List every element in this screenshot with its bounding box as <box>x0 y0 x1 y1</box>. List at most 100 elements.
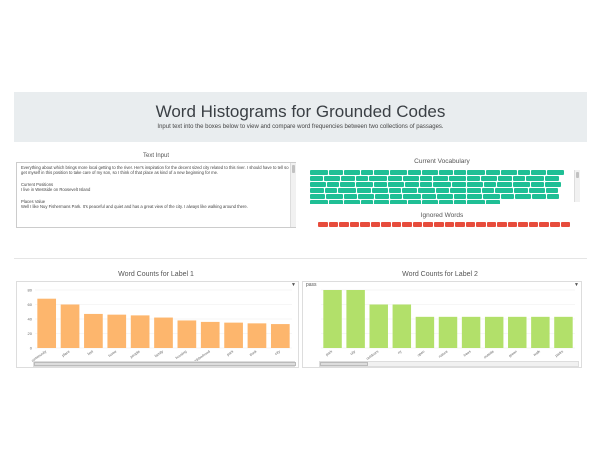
ignored-chip[interactable] <box>370 222 381 227</box>
vocabulary-chip[interactable] <box>433 182 451 187</box>
vocabulary-chip[interactable] <box>310 200 328 204</box>
vocabulary-chip[interactable] <box>369 176 387 181</box>
vocabulary-chip[interactable] <box>486 170 500 175</box>
vocabulary-chip[interactable] <box>420 176 432 181</box>
chart2-hscroll[interactable] <box>319 361 579 367</box>
chart2-dropdown-caret-icon[interactable]: ▼ <box>574 282 579 288</box>
bar[interactable] <box>84 313 103 348</box>
bar[interactable] <box>392 304 412 349</box>
vocabulary-chip[interactable] <box>497 182 512 187</box>
vocabulary-chip[interactable] <box>486 200 500 204</box>
vocabulary-chip[interactable] <box>467 170 485 175</box>
vocabulary-chip[interactable] <box>418 188 435 193</box>
vocabulary-chip[interactable] <box>547 170 564 175</box>
vocabulary-chip[interactable] <box>498 176 512 181</box>
vocabulary-chip[interactable] <box>513 182 530 187</box>
ignored-chip[interactable] <box>412 222 423 227</box>
vocabulary-chip[interactable] <box>408 200 421 204</box>
vocabulary-chip[interactable] <box>329 200 343 204</box>
vocabulary-chip[interactable] <box>467 194 482 199</box>
bar[interactable] <box>531 316 550 348</box>
vocabulary-chip[interactable] <box>422 200 438 204</box>
vocabulary-chip[interactable] <box>390 200 407 204</box>
vocabulary-chip[interactable] <box>532 194 546 199</box>
ignored-chip[interactable] <box>349 222 360 227</box>
vocabulary-chip[interactable] <box>547 194 559 199</box>
vocabulary-chip[interactable] <box>310 182 326 187</box>
vocabulary-chip[interactable] <box>449 176 466 181</box>
chart1-dropdown-caret-icon[interactable]: ▼ <box>291 282 296 288</box>
bar[interactable] <box>37 298 57 348</box>
vocabulary-chip[interactable] <box>374 182 387 187</box>
vocabulary-chip[interactable] <box>388 182 404 187</box>
bar[interactable] <box>484 316 504 348</box>
vocabulary-chip[interactable] <box>356 182 373 187</box>
bar[interactable] <box>438 316 458 348</box>
ignored-chip[interactable] <box>486 222 497 227</box>
vocabulary-chip[interactable] <box>452 182 466 187</box>
vocabulary-chip[interactable] <box>390 170 407 175</box>
bar[interactable] <box>224 322 243 348</box>
vocabulary-chip[interactable] <box>402 188 417 193</box>
vocabulary-chip[interactable] <box>341 176 355 181</box>
vocabulary-chip[interactable] <box>481 176 497 181</box>
vocabulary-chip[interactable] <box>467 176 480 181</box>
vocabulary-chip[interactable] <box>467 200 485 204</box>
bar[interactable] <box>247 323 267 348</box>
bar[interactable] <box>369 304 388 349</box>
vocabulary-chip[interactable] <box>375 194 389 199</box>
chart1-hscroll[interactable] <box>33 361 296 367</box>
vocabulary-chip[interactable] <box>356 176 368 181</box>
ignored-chip[interactable] <box>402 222 412 227</box>
vocabulary-chip[interactable] <box>439 170 453 175</box>
vocabulary-chip[interactable] <box>515 194 531 199</box>
bar[interactable] <box>346 290 365 348</box>
ignored-chip[interactable] <box>507 222 518 227</box>
bar[interactable] <box>200 321 220 348</box>
vocabulary-chip[interactable] <box>531 170 546 175</box>
ignored-chip[interactable] <box>455 222 465 227</box>
ignored-chip[interactable] <box>318 222 328 227</box>
vocabulary-chip[interactable] <box>518 170 530 175</box>
vocabulary-chip[interactable] <box>374 200 389 204</box>
vocabulary-chip[interactable] <box>403 194 421 199</box>
vocabulary-chip[interactable] <box>390 194 402 199</box>
vocabulary-chip[interactable] <box>310 176 323 181</box>
vocabulary-chip[interactable] <box>545 182 561 187</box>
vocabulary-chip[interactable] <box>546 188 558 193</box>
vocabulary-chip[interactable] <box>344 200 360 204</box>
ignored-chip[interactable] <box>423 222 434 227</box>
vocabulary-chip[interactable] <box>324 176 340 181</box>
vocabulary-chip[interactable] <box>344 170 360 175</box>
bar[interactable] <box>107 314 127 348</box>
ignored-chip[interactable] <box>381 222 391 227</box>
vocabulary-chip[interactable] <box>389 188 401 193</box>
vocabulary-chip[interactable] <box>467 188 481 193</box>
vocabulary-chip[interactable] <box>344 194 357 199</box>
vocabulary-chip[interactable] <box>501 194 514 199</box>
text-input-scrollbar[interactable] <box>290 163 296 227</box>
ignored-chip[interactable] <box>391 222 402 227</box>
vocabulary-chip[interactable] <box>484 182 496 187</box>
vocabulary-chip[interactable] <box>422 194 436 199</box>
vocabulary-chip[interactable] <box>325 188 337 193</box>
vocabulary-chip[interactable] <box>357 188 371 193</box>
vocabulary-chip[interactable] <box>454 170 466 175</box>
ignored-chip[interactable] <box>560 222 571 227</box>
vocabulary-chip[interactable] <box>420 182 432 187</box>
ignored-chip[interactable] <box>539 222 550 227</box>
ignored-chip[interactable] <box>328 222 339 227</box>
vocabulary-chip[interactable] <box>529 188 545 193</box>
vocabulary-chip[interactable] <box>338 188 356 193</box>
vocabulary-chip[interactable] <box>329 170 343 175</box>
vocabulary-chip[interactable] <box>501 170 517 175</box>
bar[interactable] <box>323 290 342 348</box>
bar[interactable] <box>508 316 527 348</box>
ignored-chip[interactable] <box>465 222 476 227</box>
bar[interactable] <box>130 315 150 348</box>
vocabulary-chip[interactable] <box>514 188 528 193</box>
vocabulary-chip[interactable] <box>405 182 419 187</box>
ignored-chip[interactable] <box>518 222 528 227</box>
bar[interactable] <box>60 304 80 349</box>
ignored-chip[interactable] <box>476 222 486 227</box>
